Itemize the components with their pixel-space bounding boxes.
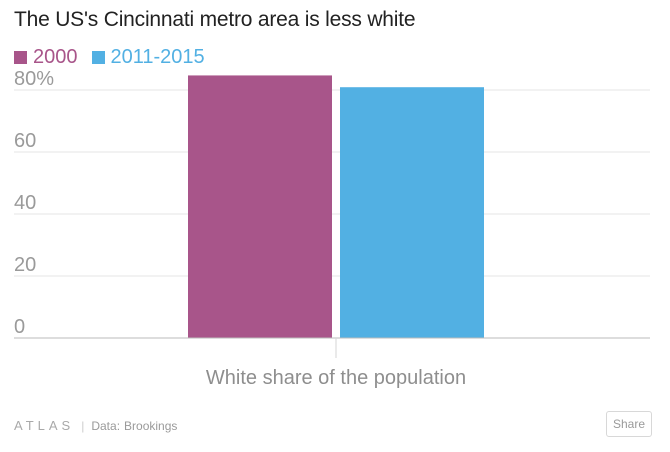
source-name: Brookings	[124, 418, 178, 433]
footer: ATLAS | Data: Brookings	[14, 418, 177, 433]
legend-swatch-2011-2015	[91, 51, 105, 64]
legend-swatch-2000	[14, 51, 27, 64]
footer-separator: |	[81, 418, 85, 433]
legend-item-2011-2015: 2011-2015	[91, 46, 205, 69]
x-category-label: White share of the population	[206, 367, 466, 389]
legend-label-2011-2015: 2011-2015	[110, 46, 205, 68]
y-tick-label: 80%	[14, 68, 54, 90]
atlas-logo[interactable]: ATLAS	[14, 418, 75, 433]
share-button[interactable]: Share	[605, 411, 652, 437]
y-tick-label: 20	[14, 254, 36, 276]
chart-title: The US's Cincinnati metro area is less w…	[14, 8, 416, 31]
bar-2011-2015	[340, 87, 484, 339]
legend-label-2000: 2000	[33, 46, 78, 68]
y-tick-label: 40	[14, 192, 36, 214]
legend-item-2000: 2000	[14, 46, 78, 69]
legend: 2000 2011-2015	[14, 46, 219, 69]
bar-2000	[188, 75, 332, 339]
y-tick-label: 60	[14, 130, 36, 152]
source-prefix: Data:	[91, 418, 121, 433]
bar-chart: 0 20 40 60 80% White share of the population	[14, 68, 650, 389]
y-tick-label: 0	[14, 316, 25, 338]
